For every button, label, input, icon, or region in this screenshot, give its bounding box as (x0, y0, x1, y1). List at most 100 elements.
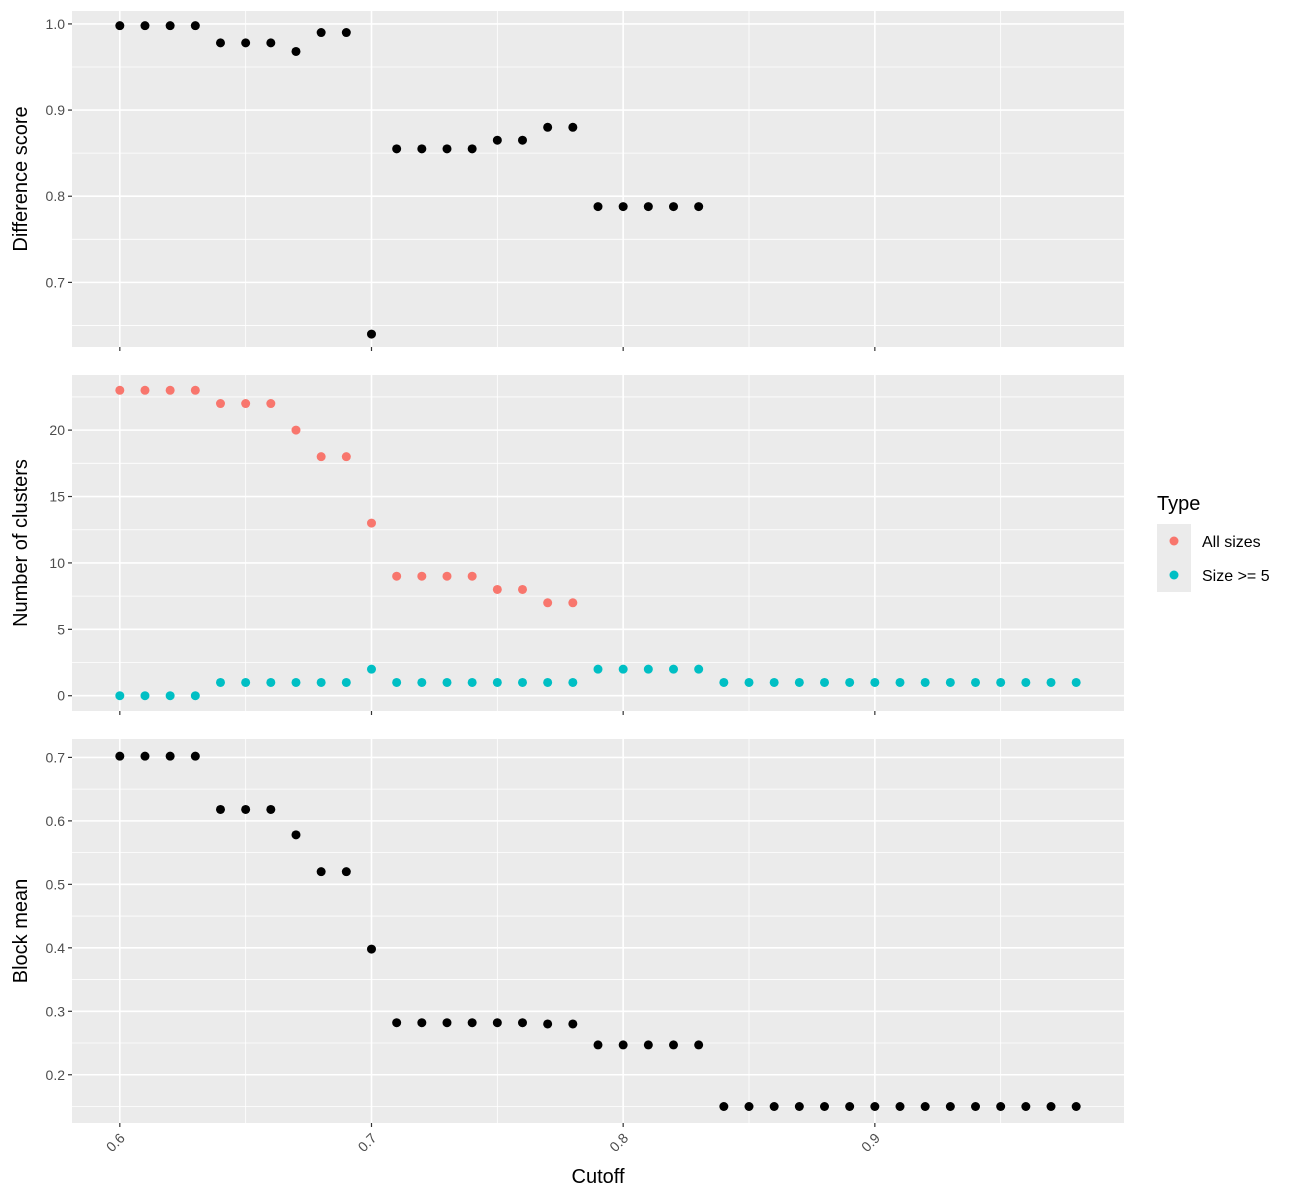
data-point (1046, 1101, 1056, 1111)
data-point (341, 867, 351, 877)
data-point (392, 1018, 402, 1028)
legend-key-all-sizes (1169, 536, 1179, 546)
data-point (215, 804, 225, 814)
legend-label-all-sizes: All sizes (1202, 534, 1261, 551)
data-point (140, 751, 150, 761)
data-point (543, 677, 553, 687)
data-point (165, 751, 175, 761)
data-point (467, 677, 477, 687)
data-point (920, 677, 930, 687)
data-point (568, 598, 578, 608)
data-point (593, 202, 603, 212)
data-point (190, 21, 200, 31)
data-point (694, 1040, 704, 1050)
data-point (442, 1018, 452, 1028)
data-point (568, 122, 578, 132)
data-point (442, 571, 452, 581)
y-tick-label: 0.2 (46, 1067, 66, 1083)
legend-title: Type (1157, 493, 1200, 515)
data-point (643, 664, 653, 674)
data-point (845, 1101, 855, 1111)
data-point (442, 677, 452, 687)
x-tick-label: 0.7 (355, 1130, 380, 1155)
data-point (215, 399, 225, 409)
data-point (870, 677, 880, 687)
data-point (543, 598, 553, 608)
data-point (115, 385, 125, 395)
y-tick-label: 1.0 (46, 16, 66, 32)
data-point (417, 677, 427, 687)
panel-background (72, 11, 1124, 347)
data-point (996, 1101, 1006, 1111)
data-point (241, 38, 251, 48)
data-point (467, 571, 477, 581)
data-point (568, 677, 578, 687)
data-point (266, 399, 276, 409)
y-tick-label: 0.7 (46, 749, 66, 765)
data-point (241, 399, 251, 409)
x-tick-label: 0.8 (606, 1130, 631, 1155)
data-point (366, 664, 376, 674)
y-axis-title: Block mean (10, 879, 32, 984)
y-axis-title: Difference score (10, 106, 32, 251)
data-point (417, 1018, 427, 1028)
legend: Type All sizes Size >= 5 (1157, 493, 1270, 592)
data-point (593, 1040, 603, 1050)
data-point (291, 46, 301, 56)
data-point (694, 202, 704, 212)
y-tick-label: 15 (49, 489, 65, 505)
data-point (895, 677, 905, 687)
data-point (190, 691, 200, 701)
data-point (140, 691, 150, 701)
y-tick-label: 0.3 (46, 1003, 66, 1019)
data-point (492, 1018, 502, 1028)
y-tick-label: 20 (49, 422, 65, 438)
data-point (820, 1101, 830, 1111)
data-point (341, 452, 351, 462)
data-point (140, 385, 150, 395)
y-tick-label: 0 (57, 688, 65, 704)
data-point (291, 830, 301, 840)
data-point (215, 677, 225, 687)
data-point (165, 691, 175, 701)
data-point (241, 804, 251, 814)
series-1 (115, 751, 1081, 1111)
data-point (945, 677, 955, 687)
panel-2: 0 5 10 15 20 Number of clusters (10, 375, 1124, 715)
data-point (316, 452, 326, 462)
data-point (366, 329, 376, 339)
data-point (316, 28, 326, 38)
data-point (618, 664, 628, 674)
data-point (291, 677, 301, 687)
data-point (115, 21, 125, 31)
data-point (694, 664, 704, 674)
data-point (1071, 677, 1081, 687)
data-point (618, 1040, 628, 1050)
panel-1: 0.7 0.8 0.9 1.0 Difference score (10, 11, 1124, 351)
data-point (618, 202, 628, 212)
data-point (492, 584, 502, 594)
data-point (996, 677, 1006, 687)
x-tick-label: 0.6 (103, 1130, 128, 1155)
data-point (517, 1018, 527, 1028)
y-tick-label: 0.8 (46, 188, 66, 204)
data-point (517, 135, 527, 145)
data-point (794, 1101, 804, 1111)
data-point (1021, 677, 1031, 687)
data-point (543, 122, 553, 132)
data-point (1046, 677, 1056, 687)
data-point (341, 677, 351, 687)
data-point (669, 202, 679, 212)
data-point (643, 202, 653, 212)
y-axis-title: Number of clusters (10, 459, 32, 627)
data-point (971, 677, 981, 687)
data-point (215, 38, 225, 48)
data-point (241, 677, 251, 687)
data-point (669, 664, 679, 674)
data-point (971, 1101, 981, 1111)
y-tick-label: 0.4 (46, 940, 66, 956)
data-point (593, 664, 603, 674)
data-point (417, 571, 427, 581)
data-point (769, 1101, 779, 1111)
data-point (517, 584, 527, 594)
